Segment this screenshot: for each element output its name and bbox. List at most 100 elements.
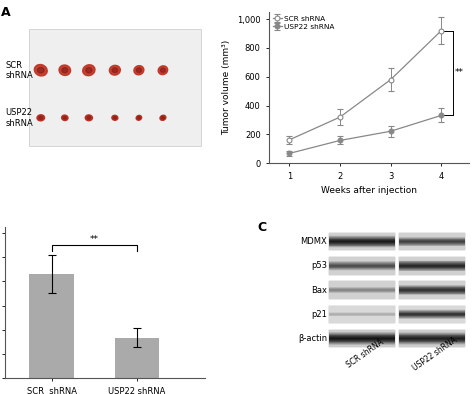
- Bar: [399, 333, 465, 334]
- Bar: [399, 234, 465, 235]
- Bar: [399, 341, 465, 342]
- Bar: [329, 321, 395, 322]
- Bar: [399, 331, 465, 332]
- Bar: [29, 29, 201, 146]
- Bar: [399, 334, 465, 335]
- Bar: [329, 290, 395, 291]
- Bar: [329, 259, 395, 260]
- Bar: [399, 235, 465, 236]
- Bar: [329, 334, 395, 335]
- Bar: [399, 338, 465, 339]
- Bar: [29, 274, 74, 378]
- Bar: [329, 273, 395, 274]
- Bar: [399, 286, 465, 287]
- Text: MDMX: MDMX: [301, 237, 327, 246]
- Bar: [329, 297, 395, 298]
- Bar: [329, 264, 395, 265]
- Ellipse shape: [39, 116, 43, 119]
- Bar: [399, 310, 465, 311]
- Bar: [329, 238, 395, 239]
- Bar: [399, 245, 465, 246]
- Bar: [329, 332, 395, 333]
- Bar: [329, 340, 395, 341]
- Text: SCR shRNA: SCR shRNA: [345, 338, 385, 370]
- Text: p53: p53: [311, 261, 327, 270]
- Bar: [329, 289, 395, 290]
- Ellipse shape: [134, 66, 144, 75]
- Bar: [399, 312, 465, 313]
- Text: SCR
shRNA: SCR shRNA: [6, 61, 34, 80]
- Bar: [399, 246, 465, 247]
- Bar: [399, 332, 465, 333]
- Bar: [329, 342, 395, 343]
- Bar: [399, 292, 465, 293]
- Bar: [399, 274, 465, 275]
- Bar: [329, 258, 395, 259]
- Bar: [399, 290, 465, 291]
- Bar: [329, 308, 395, 309]
- Bar: [329, 306, 395, 307]
- Ellipse shape: [87, 116, 91, 119]
- Bar: [329, 310, 395, 311]
- Bar: [329, 335, 395, 336]
- Bar: [399, 272, 465, 273]
- Bar: [329, 269, 395, 270]
- Bar: [329, 267, 395, 268]
- Ellipse shape: [37, 67, 44, 73]
- Bar: [399, 335, 465, 336]
- Bar: [399, 336, 465, 337]
- Bar: [399, 320, 465, 321]
- Bar: [399, 306, 465, 323]
- Bar: [399, 314, 465, 315]
- Bar: [399, 295, 465, 296]
- Bar: [399, 262, 465, 263]
- Bar: [329, 291, 395, 292]
- Bar: [329, 247, 395, 248]
- Ellipse shape: [162, 117, 164, 119]
- Ellipse shape: [34, 65, 47, 76]
- Ellipse shape: [137, 68, 141, 72]
- Bar: [329, 314, 395, 315]
- Bar: [399, 268, 465, 269]
- Text: **: **: [455, 69, 464, 78]
- Bar: [329, 283, 395, 284]
- Bar: [399, 233, 465, 234]
- Bar: [329, 260, 395, 261]
- Bar: [329, 265, 395, 266]
- Text: β-actin: β-actin: [298, 334, 327, 343]
- Bar: [399, 260, 465, 261]
- Bar: [329, 235, 395, 236]
- Bar: [329, 286, 395, 287]
- Bar: [329, 320, 395, 321]
- Bar: [329, 312, 395, 313]
- Bar: [329, 234, 395, 235]
- Bar: [399, 240, 465, 241]
- Bar: [399, 259, 465, 260]
- Bar: [399, 265, 465, 266]
- Bar: [329, 344, 395, 345]
- Bar: [329, 330, 395, 331]
- Text: p21: p21: [311, 310, 327, 319]
- Bar: [329, 307, 395, 308]
- Bar: [399, 241, 465, 242]
- Bar: [399, 243, 465, 244]
- Bar: [399, 318, 465, 319]
- Bar: [399, 264, 465, 265]
- Bar: [399, 239, 465, 240]
- Bar: [329, 270, 395, 271]
- Bar: [399, 263, 465, 264]
- Bar: [329, 319, 395, 320]
- Bar: [399, 316, 465, 317]
- Text: USP22 shRNA: USP22 shRNA: [411, 335, 459, 372]
- Ellipse shape: [161, 68, 165, 72]
- Bar: [399, 298, 465, 299]
- Bar: [399, 319, 465, 320]
- Bar: [329, 285, 395, 286]
- Bar: [399, 344, 465, 345]
- Y-axis label: Tumor volume (mm³): Tumor volume (mm³): [222, 40, 231, 135]
- Bar: [329, 248, 395, 249]
- Bar: [399, 269, 465, 270]
- Text: A: A: [1, 6, 10, 19]
- Bar: [329, 281, 395, 282]
- Bar: [399, 293, 465, 294]
